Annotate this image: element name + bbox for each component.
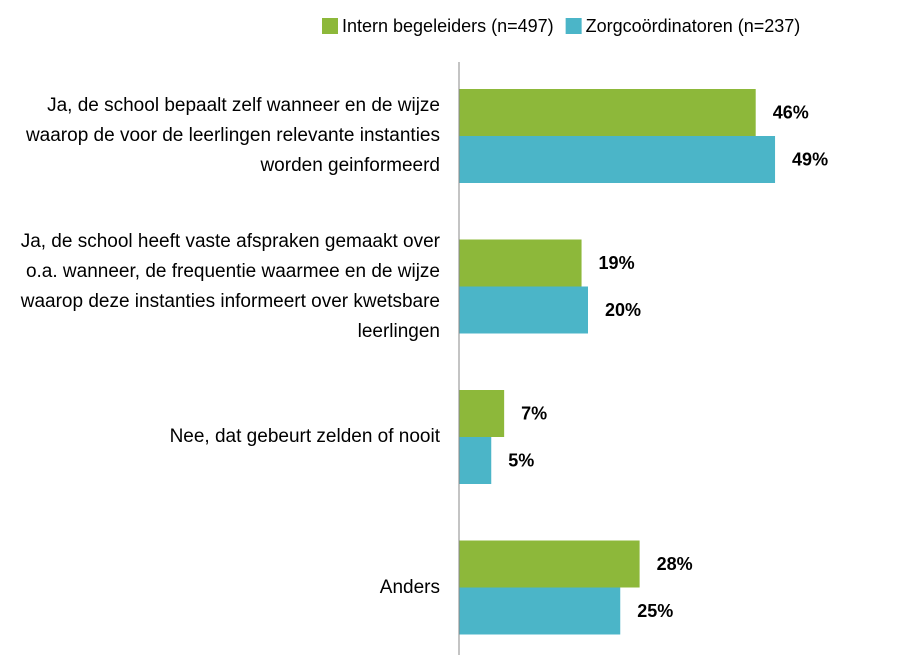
category-label: Ja, de school heeft vaste afspraken gema…: [20, 230, 440, 342]
category-label: Ja, de school bepaalt zelf wanneer en de…: [25, 95, 440, 176]
bar: [459, 239, 582, 287]
category-label: Nee, dat gebeurt zelden of nooit: [169, 426, 440, 447]
value-label: 20%: [605, 300, 641, 320]
value-label: 28%: [657, 554, 693, 574]
value-label: 49%: [792, 149, 828, 169]
bar: [459, 540, 640, 588]
value-label: 7%: [521, 403, 547, 423]
value-label: 25%: [637, 601, 673, 621]
bar: [459, 89, 756, 136]
bar: [459, 136, 776, 183]
value-label: 5%: [508, 450, 534, 470]
legend-label: Intern begeleiders (n=497): [342, 16, 554, 36]
category-label: Anders: [379, 576, 440, 598]
bar: [459, 390, 505, 437]
legend-label: Zorgcoördinatoren (n=237): [586, 16, 801, 36]
bar: [459, 286, 588, 334]
bar: [459, 437, 492, 484]
value-label: 46%: [773, 102, 809, 122]
bar: [459, 587, 621, 635]
legend-swatch: [565, 18, 582, 34]
value-label: 19%: [599, 253, 635, 273]
legend-swatch: [322, 18, 338, 34]
